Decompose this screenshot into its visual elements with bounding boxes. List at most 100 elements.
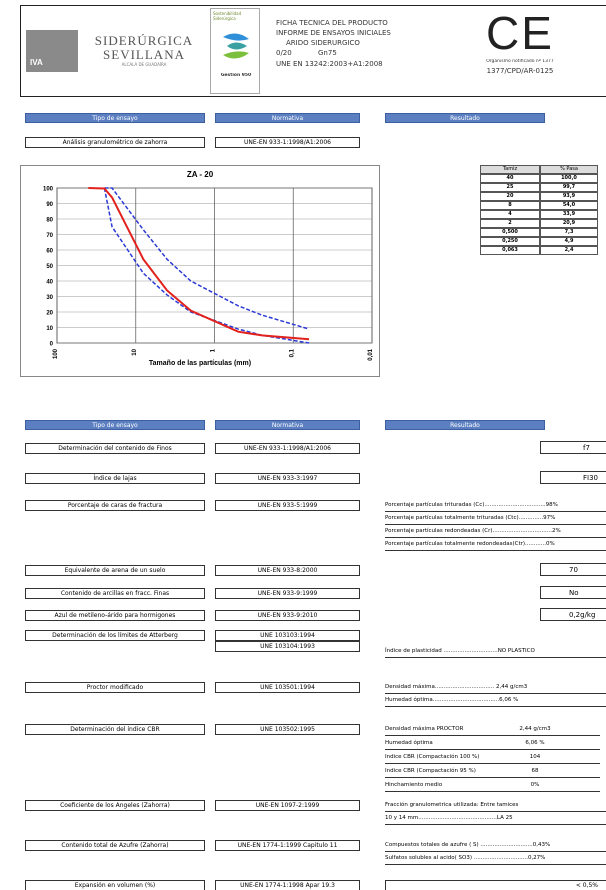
product-material: ÁRIDO SIDERURGICO	[286, 39, 360, 47]
logo-text: IVA	[30, 58, 43, 67]
table-header: % Pasa	[540, 165, 598, 174]
test-name: Índice de lajas	[25, 473, 205, 484]
test-name: Contenido de arcillas en fracc. Finas	[25, 588, 205, 599]
ce-code: 1377/CPD/AR-0125	[486, 67, 554, 75]
product-title: FICHA TÉCNICA DEL PRODUCTO	[276, 19, 388, 27]
test-standard: UNE-EN 933-9:2010	[215, 610, 360, 621]
table-cell: 8	[480, 201, 540, 210]
table-cell: 33,9	[540, 210, 598, 219]
series-line	[103, 187, 310, 344]
result-line: Densidad máxima.........................…	[385, 682, 606, 694]
x-tick-label: 100	[53, 348, 59, 359]
result-line: Fracción granulometrica utilizada: Entre…	[385, 800, 606, 812]
table-cell: 0,500	[480, 228, 540, 237]
result-line: Compuestos totales de azufre ( S) ......…	[385, 840, 606, 852]
result-line: Sulfatos solubles al acido( SO3) .......…	[385, 853, 606, 865]
x-tick-label: 0,01	[368, 348, 374, 360]
x-tick-label: 0,1	[289, 348, 295, 357]
table-header: Tamiz	[480, 165, 540, 174]
test-standard: UNE-EN 933-8:2000	[215, 565, 360, 576]
test-name: Determinación del índice CBR	[25, 724, 205, 735]
result-line: Porcentaje partículas totalmente tritura…	[385, 513, 606, 525]
test-standard: UNE-EN 933-1:1998/A1:2006	[215, 443, 360, 454]
result-label: Hinchamiento medio	[385, 780, 600, 792]
table-cell: 4,9	[540, 237, 598, 246]
badge-title: Sostenibilidad Siderúrgica	[213, 11, 242, 21]
result-value: 70	[540, 563, 606, 576]
result-line: 10 y 14 mm..............................…	[385, 813, 606, 825]
column-header: Tipo de ensayo	[25, 113, 205, 123]
test-standard: UNE-EN 933-1:1998/A1:2006	[215, 137, 360, 148]
test-name: Azul de metileno-árido para hormigones	[25, 610, 205, 621]
result-line: Índice de plasticidad ..................…	[385, 646, 606, 658]
test-name: Determinación de los límites de Atterber…	[25, 630, 205, 641]
y-tick-label: 40	[46, 280, 53, 286]
y-tick-label: 10	[46, 326, 53, 332]
test-name: Equivalente de arena de un suelo	[25, 565, 205, 576]
table-cell: 7,3	[540, 228, 598, 237]
chart-title: ZA - 20	[187, 170, 214, 179]
test-standard: UNE 103103:1994	[215, 630, 360, 641]
result-label: Indice CBR (Compactación 95 %)	[385, 766, 600, 778]
column-header: Tipo de ensayo	[25, 420, 205, 430]
test-standard: UNE-EN 933-3:1997	[215, 473, 360, 484]
result-value: 68	[531, 768, 539, 774]
test-name: Análisis granulométrico de zahorra	[25, 137, 205, 148]
test-standard: UNE-EN 933-5:1999	[215, 500, 360, 511]
table-cell: 0,250	[480, 237, 540, 246]
table-cell: 2	[480, 219, 540, 228]
company-location: ALCALÁ DE GUADAÍRA	[121, 62, 167, 67]
column-header: Resultado	[385, 113, 545, 123]
result-label: Indice CBR (Compactación 100 %)	[385, 752, 600, 764]
y-tick-label: 70	[46, 233, 53, 239]
column-header: Normativa	[215, 113, 360, 123]
test-name: Porcentaje de caras de fractura	[25, 500, 205, 511]
result-line: Porcentaje partículas redondeadas (Cr)..…	[385, 526, 606, 538]
table-cell: 54,0	[540, 201, 598, 210]
table-cell: 0,063	[480, 246, 540, 255]
test-name: Contenido total de Azufre (Zahorra)	[25, 840, 205, 851]
ce-mark: CE	[486, 7, 554, 59]
result-value: FI30	[540, 471, 606, 484]
result-value: 0%	[530, 782, 540, 788]
table-cell: 40	[480, 174, 540, 183]
logo: IVA	[26, 30, 78, 72]
product-grade: Gn75	[318, 49, 337, 57]
test-standard: UNE 103104:1993	[215, 641, 360, 652]
result-value: 0,2g/kg	[540, 608, 606, 621]
table-cell: 4	[480, 210, 540, 219]
y-tick-label: 0	[50, 342, 54, 348]
chart: ZA - 20 Tamaño de las partículas (mm) 01…	[20, 165, 380, 377]
y-tick-label: 60	[46, 249, 53, 255]
result-line: Porcentaje partículas trituradas (Cc)...…	[385, 500, 606, 512]
test-standard: UNE-EN 1774-1:1998 Apar 19.3	[215, 880, 360, 890]
test-standard: UNE 103501:1994	[215, 682, 360, 693]
y-tick-label: 20	[46, 311, 53, 317]
series-line	[88, 187, 310, 341]
product-standard: UNE EN 13242:2003+A1:2008	[276, 60, 383, 68]
test-name: Expansión en volumen (%)	[25, 880, 205, 890]
company-name: SEVILLANA	[103, 47, 185, 62]
column-header: Normativa	[215, 420, 360, 430]
result-value: f7	[540, 441, 606, 454]
test-standard: UNE-EN 1774-1:1999 Capitulo 11	[215, 840, 360, 851]
result-value: 2,44 g/cm3	[519, 726, 551, 732]
company-name: SIDERÚRGICA	[94, 33, 194, 48]
result-label: Densidad máxima PROCTOR	[385, 724, 600, 736]
y-tick-label: 30	[46, 295, 53, 301]
result-line: Porcentaje partículas totalmente redonde…	[385, 539, 606, 551]
y-tick-label: 50	[46, 264, 53, 270]
result-line: Humedad óptima..........................…	[385, 695, 606, 707]
test-name: Proctor modificado	[25, 682, 205, 693]
x-tick-label: 1	[211, 348, 217, 352]
product-subtitle: INFORME DE ENSAYOS INICIALES	[276, 29, 391, 37]
x-axis-label: Tamaño de las partículas (mm)	[149, 360, 251, 367]
series-line	[104, 187, 310, 330]
table-cell: 99,7	[540, 183, 598, 192]
test-standard: UNE 103502:1995	[215, 724, 360, 735]
result-value: No	[540, 586, 606, 599]
table-cell: 2,4	[540, 246, 598, 255]
badge-label: Gestión 950	[220, 73, 252, 78]
table-cell: 20,9	[540, 219, 598, 228]
